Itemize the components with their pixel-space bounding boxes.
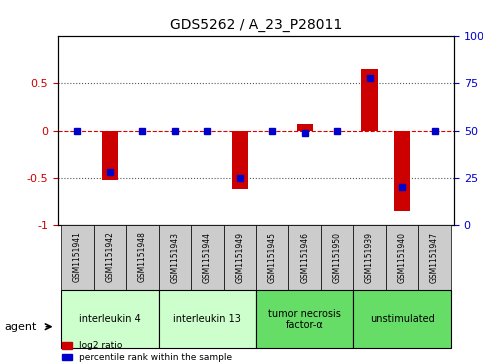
FancyBboxPatch shape bbox=[354, 290, 451, 348]
Text: GSM1151946: GSM1151946 bbox=[300, 232, 309, 282]
Bar bbox=[102, 131, 118, 180]
Bar bbox=[297, 124, 313, 131]
Text: GSM1151941: GSM1151941 bbox=[73, 232, 82, 282]
Bar bbox=[232, 131, 248, 189]
Text: GSM1151949: GSM1151949 bbox=[235, 232, 244, 282]
Legend: log2 ratio, percentile rank within the sample: log2 ratio, percentile rank within the s… bbox=[62, 342, 232, 362]
Text: tumor necrosis
factor-α: tumor necrosis factor-α bbox=[268, 309, 341, 330]
FancyBboxPatch shape bbox=[126, 225, 158, 290]
Text: GSM1151947: GSM1151947 bbox=[430, 232, 439, 282]
FancyBboxPatch shape bbox=[224, 225, 256, 290]
FancyBboxPatch shape bbox=[158, 290, 256, 348]
Text: GSM1151939: GSM1151939 bbox=[365, 232, 374, 282]
FancyBboxPatch shape bbox=[61, 225, 94, 290]
FancyBboxPatch shape bbox=[386, 225, 418, 290]
Text: unstimulated: unstimulated bbox=[369, 314, 434, 325]
Text: GSM1151948: GSM1151948 bbox=[138, 232, 147, 282]
Text: GSM1151942: GSM1151942 bbox=[105, 232, 114, 282]
Bar bbox=[394, 131, 410, 211]
FancyBboxPatch shape bbox=[321, 225, 354, 290]
FancyBboxPatch shape bbox=[191, 225, 224, 290]
FancyBboxPatch shape bbox=[256, 290, 354, 348]
FancyBboxPatch shape bbox=[354, 225, 386, 290]
Bar bbox=[361, 69, 378, 131]
Text: GSM1151950: GSM1151950 bbox=[333, 232, 341, 282]
Title: GDS5262 / A_23_P28011: GDS5262 / A_23_P28011 bbox=[170, 19, 342, 33]
FancyBboxPatch shape bbox=[94, 225, 126, 290]
FancyBboxPatch shape bbox=[288, 225, 321, 290]
Text: GSM1151940: GSM1151940 bbox=[398, 232, 407, 282]
Text: agent: agent bbox=[5, 322, 37, 332]
FancyBboxPatch shape bbox=[418, 225, 451, 290]
FancyBboxPatch shape bbox=[256, 225, 288, 290]
Text: interleukin 4: interleukin 4 bbox=[79, 314, 141, 325]
Text: interleukin 13: interleukin 13 bbox=[173, 314, 241, 325]
FancyBboxPatch shape bbox=[158, 225, 191, 290]
FancyBboxPatch shape bbox=[61, 290, 158, 348]
Text: GSM1151944: GSM1151944 bbox=[203, 232, 212, 282]
Text: GSM1151943: GSM1151943 bbox=[170, 232, 179, 282]
Text: GSM1151945: GSM1151945 bbox=[268, 232, 277, 282]
